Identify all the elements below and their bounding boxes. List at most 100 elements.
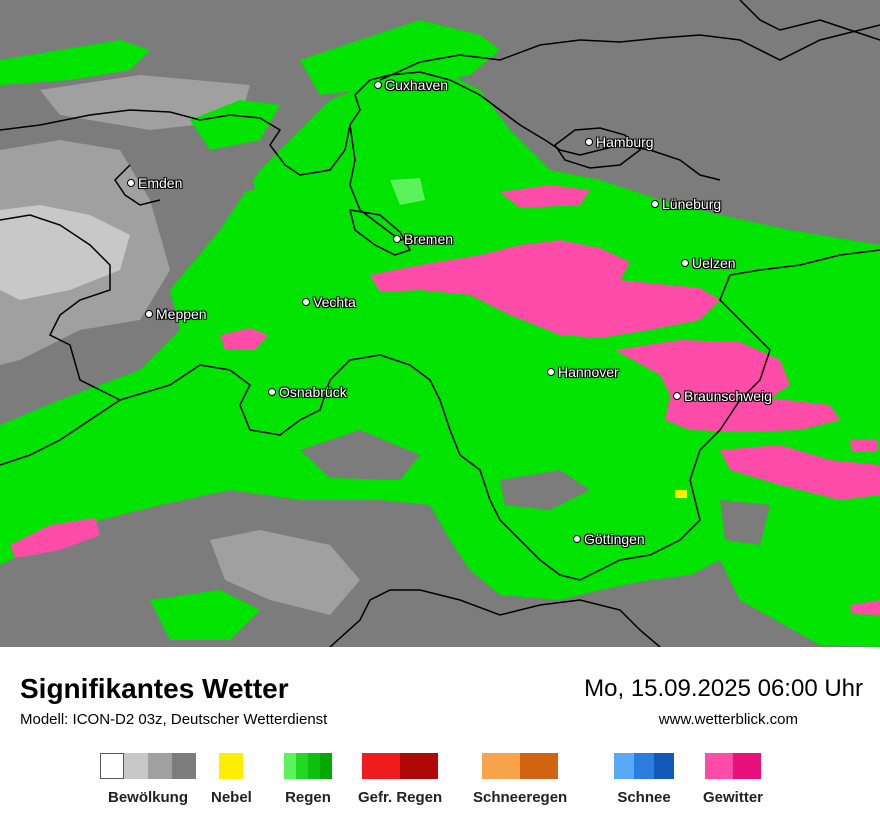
legend-label: Nebel [211, 789, 252, 806]
cloud-gap-4 [720, 500, 770, 545]
ems-estuary [114, 164, 161, 206]
weather-overlay [0, 0, 880, 647]
legend-swatch [400, 753, 439, 779]
nrw-border [119, 249, 880, 581]
city-marker-uelzen: Uelzen [681, 255, 736, 271]
city-marker-lueneburg: Lüneburg [651, 196, 721, 212]
city-marker-hannover: Hannover [547, 364, 619, 380]
legend-swatch [520, 753, 559, 779]
legend-swatch [733, 753, 761, 779]
city-label: Hamburg [596, 134, 654, 150]
legend-swatches [284, 753, 332, 779]
city-label: Lüneburg [662, 196, 722, 212]
legend-label: Bewölkung [107, 789, 188, 806]
legend-swatches [362, 753, 439, 779]
legend-swatch [308, 753, 320, 779]
coastline [0, 71, 721, 181]
city-dot-icon [547, 368, 555, 376]
thunder-area-7 [850, 600, 880, 615]
city-dot-icon [374, 81, 382, 89]
city-marker-emden: Emden [127, 175, 182, 191]
thunder-area-4 [720, 445, 880, 500]
city-label: Emden [138, 175, 183, 191]
rain-area-light-north [390, 178, 425, 205]
legend-swatch [320, 753, 332, 779]
city-marker-cuxhaven: Cuxhaven [374, 77, 448, 93]
cloud-gap-2 [200, 165, 255, 195]
rain-area-coast [0, 40, 150, 85]
legend-swatch [172, 753, 196, 779]
legend-label: Gefr. Regen [358, 789, 443, 806]
legend-swatch [219, 753, 244, 779]
city-marker-goettingen: Göttingen [573, 531, 645, 547]
legend-swatches [705, 753, 761, 779]
south-border [329, 589, 661, 647]
city-label: Bremen [404, 231, 454, 247]
city-label: Cuxhaven [385, 77, 449, 93]
cloud-gap-3 [500, 470, 590, 510]
legend-swatches [100, 753, 196, 779]
thunder-area-8 [850, 440, 878, 452]
hamburg-border [553, 127, 642, 169]
nl-border [0, 214, 122, 466]
city-label: Braunschweig [684, 388, 772, 404]
city-label: Vechta [313, 294, 356, 310]
city-dot-icon [302, 298, 310, 306]
rain-area-main [0, 70, 880, 647]
legend-sleet: Schneeregen [473, 753, 567, 806]
legend-swatch [654, 753, 674, 779]
legend-rain: Regen [284, 753, 332, 806]
legend-swatches [219, 753, 244, 779]
rain-area-north [300, 20, 500, 95]
rain-area-south [150, 590, 260, 640]
rain-area-nw [190, 100, 280, 150]
legend-swatch [705, 753, 733, 779]
cloud-area-light-south [210, 530, 360, 615]
city-dot-icon [268, 388, 276, 396]
thunder-area-2 [500, 185, 590, 208]
city-label: Uelzen [692, 255, 736, 271]
cloud-gap-1 [300, 430, 420, 480]
legend-swatches [482, 753, 559, 779]
city-marker-braunschweig: Braunschweig [673, 388, 772, 404]
legend-swatch [124, 753, 148, 779]
map-title: Signifikantes Wetter [20, 673, 289, 704]
legend-swatch [284, 753, 296, 779]
city-label: Göttingen [584, 531, 645, 547]
thunder-area-5 [10, 518, 100, 558]
city-marker-hamburg: Hamburg [585, 134, 654, 150]
legend-swatches [614, 753, 674, 779]
city-dot-icon [673, 392, 681, 400]
thunder-area-1 [370, 240, 720, 338]
bremen-border [348, 209, 412, 256]
legend-label: Schneeregen [473, 789, 568, 806]
model-info: Modell: ICON-D2 03z, Deutscher Wetterdie… [20, 711, 328, 728]
city-marker-osnabrueck: Osnabrück [268, 384, 347, 400]
legend-swatch [634, 753, 654, 779]
legend-swatch [614, 753, 634, 779]
city-dot-icon [651, 200, 659, 208]
thunder-area-3 [615, 340, 840, 432]
forecast-datetime: Mo, 15.09.2025 06:00 Uhr [584, 675, 863, 702]
city-dot-icon [573, 535, 581, 543]
city-label: Meppen [156, 306, 207, 322]
fog-spot [675, 490, 687, 498]
legend-freezing-rain: Gefr. Regen [358, 753, 442, 806]
legend-swatch [148, 753, 172, 779]
footer: Signifikantes Wetter Modell: ICON-D2 03z… [0, 647, 880, 830]
city-dot-icon [585, 138, 593, 146]
legend-label: Gewitter [703, 789, 764, 806]
city-label: Osnabrück [279, 384, 347, 400]
legend-fog: Nebel [211, 753, 252, 806]
city-marker-vechta: Vechta [302, 294, 356, 310]
legend-snow: Schnee [614, 753, 674, 806]
city-dot-icon [681, 259, 689, 267]
legend-cloud: Bewölkung [100, 753, 196, 806]
cloud-area-light-north [40, 75, 250, 130]
website-link[interactable]: www.wetterblick.com [658, 711, 798, 728]
weather-map: Cuxhaven Hamburg Emden Lüneburg Bremen U… [0, 0, 880, 647]
city-dot-icon [127, 179, 135, 187]
borders [0, 0, 880, 647]
legend-thunderstorm: Gewitter [703, 753, 763, 806]
elbe-estuary [379, 24, 880, 81]
